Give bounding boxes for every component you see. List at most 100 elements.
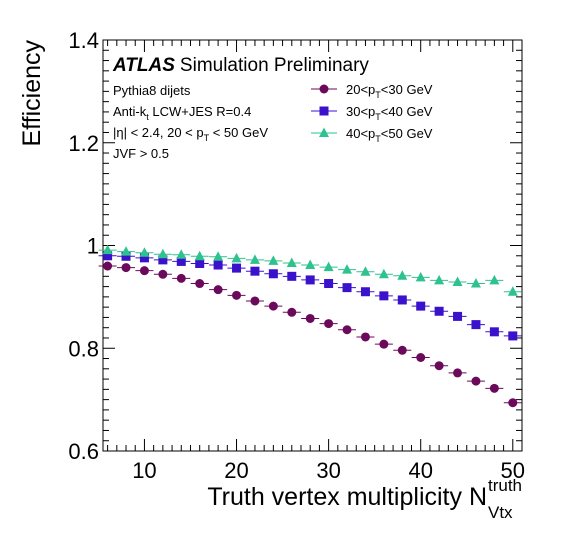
data-point [139, 247, 150, 257]
legend-entry-3: 40<pT<50 GeV [311, 126, 433, 144]
info-line-text: Anti-k [113, 104, 147, 119]
data-point [471, 376, 481, 386]
data-point [250, 296, 260, 306]
data-point [176, 249, 187, 259]
legend-label-subscript: T [375, 112, 381, 122]
y-tick-label: 0.8 [68, 336, 99, 361]
data-point [323, 261, 334, 272]
data-point [342, 325, 352, 335]
data-point [397, 270, 408, 280]
info-line-text: JVF > 0.5 [113, 146, 169, 161]
data-point [489, 327, 499, 337]
atlas-label: ATLAS Simulation Preliminary [112, 55, 369, 76]
data-point [360, 332, 370, 342]
data-point [489, 274, 500, 285]
series-2 [98, 251, 522, 341]
data-point [121, 251, 131, 261]
legend-entry-2: 30<pT<40 GeV [311, 104, 433, 122]
legend-label-text: <40 GeV [381, 104, 433, 119]
data-point [213, 251, 224, 261]
data-point [231, 252, 242, 263]
data-point [232, 290, 242, 300]
data-point [305, 313, 315, 323]
y-tick-label: 1.2 [68, 131, 99, 156]
x-axis-label-subscript: Vtx [488, 503, 513, 522]
data-point [434, 361, 444, 371]
info-line-text: |η| < 2.4, 20 < p [113, 125, 204, 140]
data-point [379, 291, 389, 301]
data-point [416, 352, 426, 362]
data-point [470, 278, 481, 288]
data-point [342, 283, 352, 293]
data-point [360, 287, 370, 297]
info-line-subscript: T [204, 133, 210, 143]
x-tick-label: 40 [408, 458, 432, 483]
data-point [287, 271, 297, 281]
data-point [268, 255, 279, 265]
data-point [305, 259, 316, 270]
data-point [452, 276, 463, 286]
legend-label-subscript: T [375, 134, 381, 144]
legend-label-text: <30 GeV [381, 82, 433, 97]
data-point [102, 244, 113, 255]
data-point [103, 251, 113, 261]
data-point [103, 261, 113, 271]
data-point [249, 254, 260, 264]
legend-label-text: 30<p [346, 104, 375, 119]
data-point [268, 269, 278, 279]
legend-label-text: <50 GeV [381, 126, 433, 141]
plot-frame [102, 39, 523, 452]
data-point [195, 258, 205, 268]
data-point [213, 285, 223, 295]
info-line: Anti-kt LCW+JES R=0.4 [113, 104, 251, 122]
data-point [379, 339, 389, 349]
x-tick-label: 20 [224, 458, 248, 483]
data-point [305, 275, 315, 285]
axes: 10 20 30 40 50 0.6 0.8 1 1.2 1.4 [68, 28, 525, 483]
data-point [286, 257, 297, 267]
legend-label-text: 40<p [346, 126, 375, 141]
data-point [507, 286, 518, 296]
data-point [176, 256, 186, 266]
info-text: Pythia8 dijets Anti-kt LCW+JES R=0.4 |η| <… [113, 83, 268, 161]
data-point [232, 263, 242, 273]
legend-label: 20<pT<30 GeV [346, 82, 433, 100]
data-point [453, 311, 463, 321]
data-point [434, 306, 444, 316]
y-tick-label: 0.6 [68, 439, 99, 464]
data-point [213, 260, 223, 270]
legend-label-subscript: T [375, 90, 381, 100]
x-axis-label: Truth vertex multiplicity N [207, 483, 487, 511]
data-point [176, 273, 186, 283]
legend-marker [319, 106, 329, 116]
data-point [158, 269, 168, 279]
x-tick-label: 50 [501, 458, 525, 483]
data-point [416, 301, 426, 311]
data-point [139, 266, 149, 276]
info-line: JVF > 0.5 [113, 146, 169, 161]
data-point [434, 274, 445, 285]
legend-label-text: 20<p [346, 82, 375, 97]
info-line-subscript: t [146, 112, 149, 122]
data-point [158, 255, 168, 265]
data-point [157, 248, 168, 259]
info-line-text: LCW+JES R=0.4 [149, 104, 252, 119]
info-line: Pythia8 dijets [113, 83, 191, 98]
y-axis-label: Efficiency [18, 40, 46, 147]
data-point [287, 307, 297, 317]
data-point [415, 271, 426, 282]
series-3 [98, 244, 522, 296]
data-point [139, 253, 149, 263]
x-tick-label: 10 [132, 458, 156, 483]
legend-marker [319, 127, 329, 137]
simulation-preliminary-label: Simulation Preliminary [180, 55, 370, 76]
x-tick-label: 30 [316, 458, 340, 483]
data-point [397, 345, 407, 355]
data-point [268, 301, 278, 311]
legend-label: 40<pT<50 GeV [346, 126, 433, 144]
x-axis-label-superscript: truth [488, 476, 522, 495]
data-point [121, 246, 132, 256]
data-point [250, 266, 260, 276]
